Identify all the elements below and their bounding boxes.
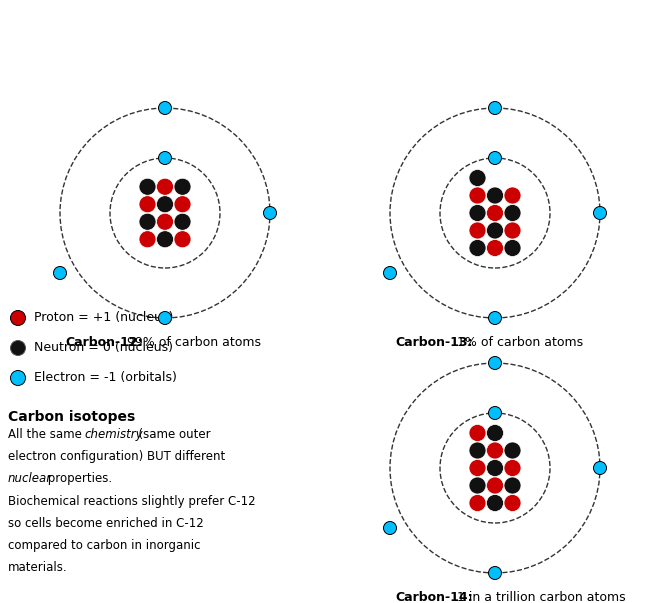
Text: 1% of carbon atoms: 1% of carbon atoms — [453, 336, 583, 349]
Circle shape — [469, 494, 486, 511]
Circle shape — [157, 231, 173, 248]
Circle shape — [11, 311, 26, 326]
Circle shape — [487, 187, 503, 204]
Circle shape — [593, 206, 607, 219]
Circle shape — [159, 101, 171, 115]
Circle shape — [489, 312, 501, 324]
Circle shape — [487, 477, 503, 494]
Circle shape — [157, 196, 173, 213]
Circle shape — [139, 231, 156, 248]
Text: (same outer: (same outer — [131, 428, 210, 441]
Circle shape — [174, 231, 191, 248]
Text: All the same: All the same — [8, 428, 85, 441]
Circle shape — [469, 222, 486, 239]
Circle shape — [54, 267, 67, 280]
Text: electron configuration) BUT different: electron configuration) BUT different — [8, 450, 225, 463]
Circle shape — [487, 494, 503, 511]
Circle shape — [504, 459, 521, 476]
Circle shape — [489, 566, 501, 579]
Circle shape — [469, 425, 486, 441]
Circle shape — [487, 204, 503, 221]
Circle shape — [139, 213, 156, 230]
Text: materials.: materials. — [8, 561, 68, 574]
Circle shape — [469, 442, 486, 459]
Text: Biochemical reactions slightly prefer C-12: Biochemical reactions slightly prefer C-… — [8, 495, 255, 508]
Circle shape — [504, 442, 521, 459]
Circle shape — [487, 442, 503, 459]
Text: Electron = -1 (orbitals): Electron = -1 (orbitals) — [30, 371, 177, 385]
Circle shape — [159, 151, 171, 165]
Circle shape — [489, 101, 501, 115]
Circle shape — [157, 178, 173, 195]
Circle shape — [504, 187, 521, 204]
Text: 99% of carbon atoms: 99% of carbon atoms — [123, 336, 261, 349]
Text: nuclear: nuclear — [8, 472, 52, 485]
Circle shape — [487, 459, 503, 476]
Circle shape — [11, 341, 26, 356]
Text: Carbon-14:: Carbon-14: — [395, 591, 472, 603]
Text: Neutron = 0 (nucleus): Neutron = 0 (nucleus) — [30, 341, 173, 355]
Circle shape — [11, 370, 26, 385]
Text: compared to carbon in inorganic: compared to carbon in inorganic — [8, 539, 200, 552]
Text: properties.: properties. — [44, 472, 112, 485]
Text: Carbon isotopes: Carbon isotopes — [8, 410, 135, 424]
Circle shape — [504, 494, 521, 511]
Circle shape — [469, 459, 486, 476]
Text: 1 in a trillion carbon atoms: 1 in a trillion carbon atoms — [453, 591, 626, 603]
Circle shape — [384, 522, 396, 534]
Circle shape — [469, 477, 486, 494]
Circle shape — [174, 178, 191, 195]
Circle shape — [469, 169, 486, 186]
Circle shape — [174, 213, 191, 230]
Circle shape — [487, 239, 503, 256]
Circle shape — [469, 239, 486, 256]
Circle shape — [504, 477, 521, 494]
Circle shape — [263, 206, 276, 219]
Circle shape — [489, 151, 501, 165]
Circle shape — [159, 312, 171, 324]
Circle shape — [469, 204, 486, 221]
Circle shape — [139, 178, 156, 195]
Circle shape — [489, 406, 501, 420]
Circle shape — [487, 425, 503, 441]
Circle shape — [139, 196, 156, 213]
Circle shape — [174, 196, 191, 213]
Circle shape — [504, 239, 521, 256]
Circle shape — [504, 222, 521, 239]
Text: Carbon-12:: Carbon-12: — [65, 336, 142, 349]
Circle shape — [157, 213, 173, 230]
Text: Carbon-13:: Carbon-13: — [395, 336, 472, 349]
Text: so cells become enriched in C-12: so cells become enriched in C-12 — [8, 517, 204, 530]
Circle shape — [504, 204, 521, 221]
Circle shape — [593, 461, 607, 475]
Circle shape — [487, 222, 503, 239]
Circle shape — [489, 356, 501, 370]
Circle shape — [384, 267, 396, 280]
Circle shape — [469, 187, 486, 204]
Text: Proton = +1 (nucleus): Proton = +1 (nucleus) — [30, 312, 174, 324]
Text: chemistry: chemistry — [84, 428, 142, 441]
